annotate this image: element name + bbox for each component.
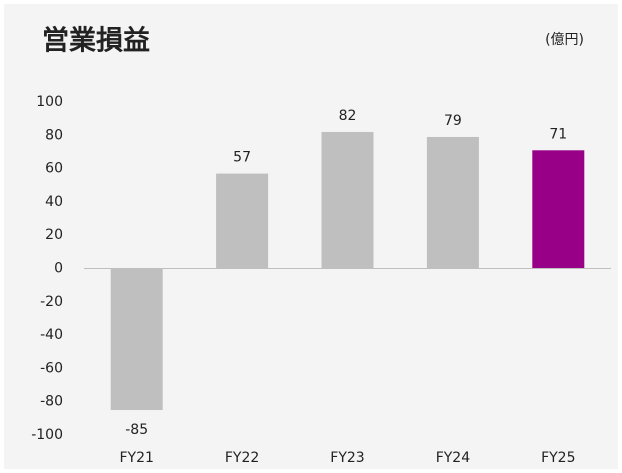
y-tick-label: 80: [45, 127, 63, 143]
y-tick-label: -100: [31, 427, 63, 443]
y-tick-label: 100: [36, 94, 63, 110]
data-label: -85: [125, 422, 148, 438]
y-tick-label: 40: [45, 194, 63, 210]
y-tick-label: -40: [40, 327, 63, 343]
y-tick-label: -80: [40, 394, 63, 410]
bar: [426, 136, 479, 269]
unit-label: (億円): [545, 32, 584, 48]
bar: [110, 268, 163, 411]
data-label: 57: [233, 150, 251, 166]
chart-background: [4, 4, 618, 469]
x-tick-label: FY25: [541, 450, 575, 466]
x-tick-label: FY23: [330, 450, 364, 466]
data-label: 79: [444, 113, 462, 129]
data-label: 71: [549, 126, 567, 142]
x-tick-label: FY24: [436, 450, 471, 466]
y-tick-label: 60: [45, 161, 63, 177]
bar: [216, 173, 269, 269]
y-tick-label: -60: [40, 360, 63, 376]
data-label: 82: [339, 108, 357, 124]
x-tick-label: FY22: [225, 450, 259, 466]
bar: [321, 131, 374, 269]
chart-title: 営業損益: [42, 25, 150, 57]
y-tick-label: -20: [40, 294, 63, 310]
bar: [532, 150, 585, 269]
y-tick-label: 20: [45, 227, 63, 243]
x-tick-label: FY21: [119, 450, 153, 466]
y-tick-label: 0: [54, 261, 63, 277]
